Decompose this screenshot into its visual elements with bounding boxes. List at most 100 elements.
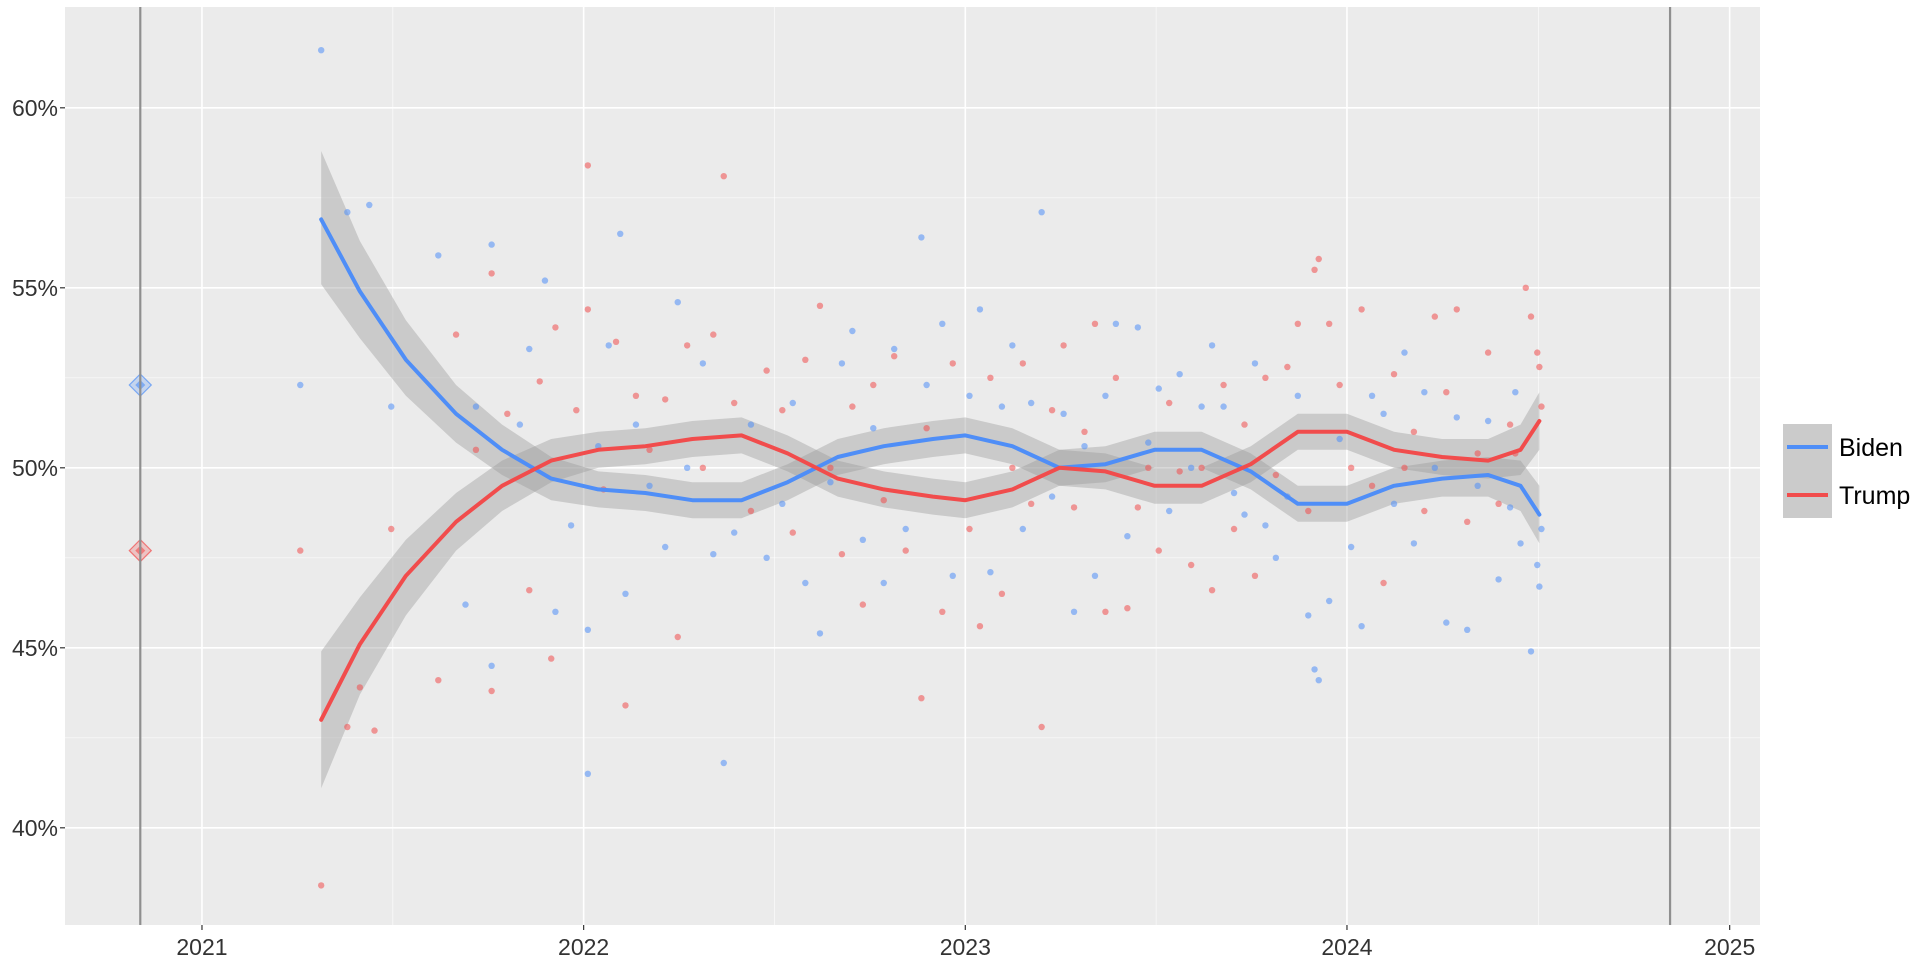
poll-point-biden <box>1474 482 1481 489</box>
trend-line-trump <box>319 419 1542 722</box>
poll-point-biden <box>1187 464 1195 471</box>
poll-point-biden <box>1484 417 1492 425</box>
legend-label-biden: Biden <box>1839 434 1903 462</box>
poll-point-biden <box>567 522 575 529</box>
poll-point-trump <box>1305 507 1312 515</box>
poll-point-trump <box>998 590 1006 597</box>
poll-point-trump <box>674 633 681 641</box>
poll-point-biden <box>584 770 592 777</box>
poll-point-biden <box>1241 511 1248 518</box>
poll-point-biden <box>891 345 898 353</box>
poll-point-biden <box>662 543 669 551</box>
poll-point-biden <box>1506 504 1514 511</box>
poll-point-trump <box>699 464 707 471</box>
poll-point-biden <box>317 47 325 54</box>
poll-point-trump <box>552 324 559 331</box>
poll-point-trump <box>720 173 727 180</box>
poll-point-trump <box>976 623 984 630</box>
poll-point-trump <box>1294 320 1302 327</box>
poll-point-biden <box>1410 540 1418 547</box>
poll-point-biden <box>998 403 1006 410</box>
poll-point-trump <box>1484 349 1492 356</box>
poll-point-trump <box>1145 464 1152 471</box>
y-tick-label: 60% <box>12 95 58 121</box>
poll-point-trump <box>1019 360 1027 367</box>
poll-point-trump <box>488 270 495 277</box>
axes: 40% 45% 50% 55% 60% 2021 2022 2023 2024 2025 <box>12 95 1755 960</box>
poll-point-biden <box>976 306 984 313</box>
poll-point-trump <box>1102 608 1109 615</box>
poll-point-trump <box>1325 320 1333 327</box>
poll-point-biden <box>1421 389 1428 396</box>
poll-point-trump <box>1474 450 1481 457</box>
poll-point-trump <box>1336 381 1343 389</box>
poll-point-trump <box>1368 482 1376 489</box>
poll-point-biden <box>880 579 887 587</box>
poll-point-biden <box>1220 403 1227 410</box>
poll-point-trump <box>584 306 592 313</box>
poll-point-biden <box>1325 597 1333 605</box>
poll-point-trump <box>472 446 480 453</box>
poll-point-biden <box>987 569 994 576</box>
poll-point-biden <box>923 381 930 389</box>
poll-point-biden <box>1208 342 1216 349</box>
poll-point-trump <box>1048 407 1056 414</box>
poll-point-trump <box>526 587 533 594</box>
y-tick-label: 50% <box>12 455 58 481</box>
poll-point-biden <box>683 464 691 471</box>
poll-point-trump <box>731 399 738 407</box>
poll-point-biden <box>1538 525 1545 533</box>
poll-point-biden <box>859 536 867 543</box>
poll-point-biden <box>1112 320 1120 327</box>
poll-point-trump <box>1124 605 1131 612</box>
poll-point-biden <box>1527 648 1535 655</box>
poll-point-biden <box>918 234 925 241</box>
poll-point-biden <box>1060 410 1067 417</box>
poll-point-trump <box>1495 500 1502 507</box>
poll-point-biden <box>1048 493 1056 500</box>
y-tick-label: 55% <box>12 275 58 301</box>
poll-point-biden <box>617 230 624 237</box>
poll-point-biden <box>1027 399 1035 407</box>
poll-point-biden <box>1380 410 1387 417</box>
poll-point-trump <box>1538 403 1545 410</box>
poll-point-trump <box>1390 371 1398 378</box>
poll-point-trump <box>612 338 620 345</box>
poll-point-trump <box>1230 525 1238 533</box>
poll-point-trump <box>1464 518 1471 525</box>
poll-point-trump <box>1272 471 1280 479</box>
poll-point-biden <box>949 572 956 579</box>
poll-point-trump <box>1155 547 1162 554</box>
x-tick-label: 2023 <box>940 934 991 960</box>
poll-point-trump <box>987 374 994 381</box>
poll-point-biden <box>388 403 395 410</box>
poll-point-trump <box>1060 342 1067 349</box>
poll-point-trump <box>1431 313 1439 320</box>
poll-point-trump <box>870 381 877 389</box>
poll-point-biden <box>827 479 834 486</box>
poll-point-biden <box>1453 414 1460 421</box>
poll-point-biden <box>1272 554 1280 561</box>
poll-point-trump <box>1506 421 1514 428</box>
poll-point-biden <box>605 342 612 349</box>
poll-point-trump <box>923 425 930 432</box>
trend-lines <box>319 217 1542 722</box>
legend-key-background <box>1783 424 1832 518</box>
poll-point-biden <box>1305 612 1312 619</box>
poll-point-trump <box>1251 572 1259 579</box>
poll-point-trump <box>662 396 669 403</box>
poll-point-biden <box>1401 349 1408 356</box>
poll-point-biden <box>488 241 495 248</box>
x-tick-label: 2021 <box>176 934 227 960</box>
poll-point-biden <box>747 421 755 428</box>
poll-point-trump <box>371 727 378 734</box>
poll-point-trump <box>789 529 796 536</box>
poll-point-trump <box>849 403 856 410</box>
poll-point-trump <box>1527 313 1535 320</box>
poll-point-trump <box>859 601 867 608</box>
poll-point-biden <box>526 345 533 353</box>
poll-point-biden <box>1230 489 1238 497</box>
poll-point-trump <box>779 407 786 414</box>
poll-point-trump <box>646 446 653 453</box>
poll-point-trump <box>1534 349 1541 356</box>
